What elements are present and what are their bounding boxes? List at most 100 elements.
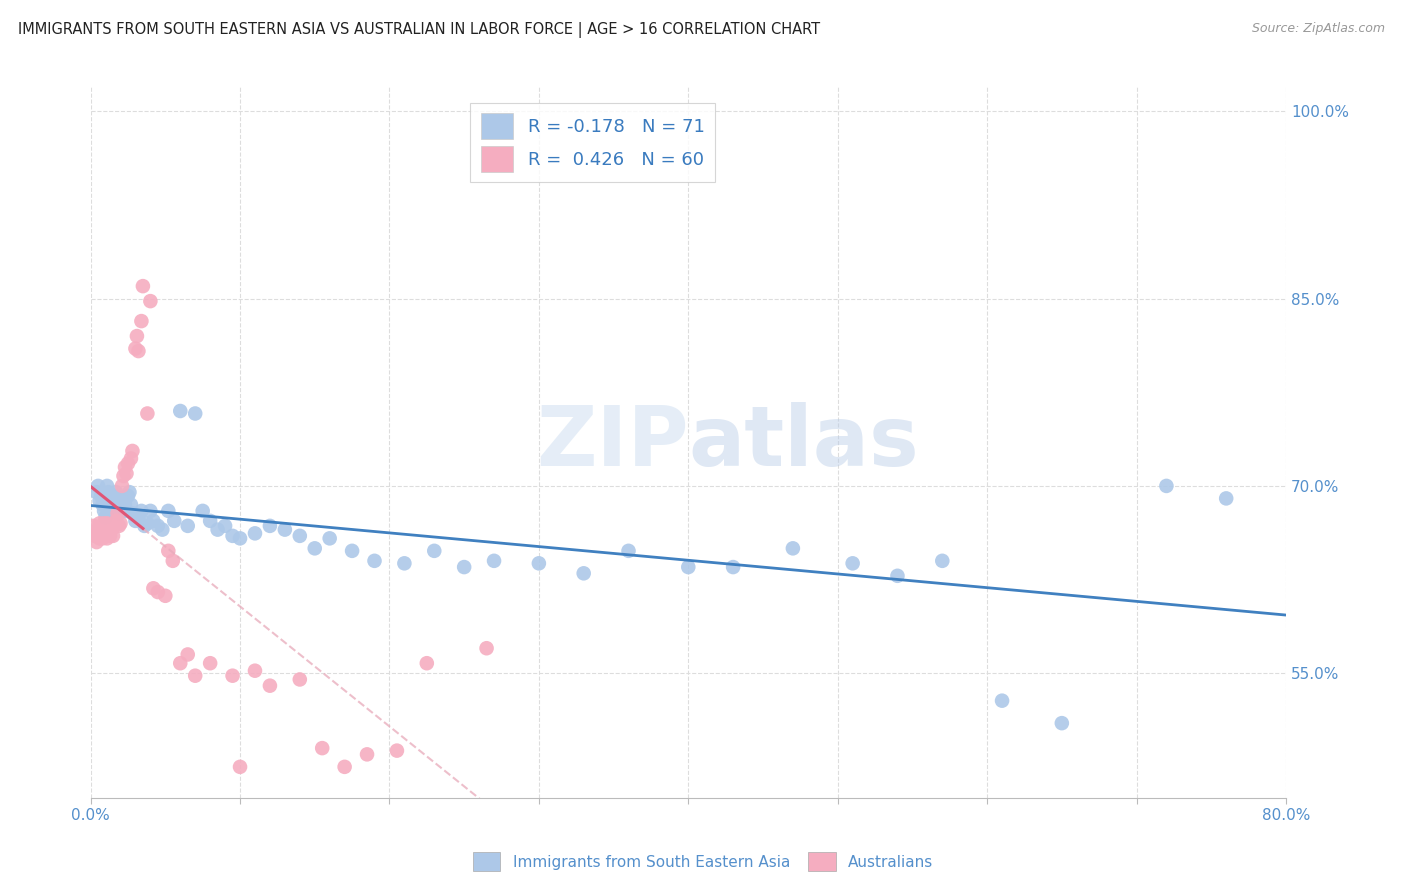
Point xyxy=(416,657,439,671)
Point xyxy=(162,554,184,568)
Point xyxy=(142,514,165,528)
Point xyxy=(87,479,110,493)
Point xyxy=(243,526,266,541)
Point xyxy=(93,504,115,518)
Point xyxy=(617,544,640,558)
Point xyxy=(96,479,118,493)
Point xyxy=(91,532,114,546)
Point xyxy=(169,657,191,671)
Point xyxy=(94,510,117,524)
Text: IMMIGRANTS FROM SOUTH EASTERN ASIA VS AUSTRALIAN IN LABOR FORCE | AGE > 16 CORRE: IMMIGRANTS FROM SOUTH EASTERN ASIA VS AU… xyxy=(18,22,821,38)
Point xyxy=(572,566,595,581)
Point xyxy=(678,560,700,574)
Point xyxy=(191,504,214,518)
Point xyxy=(100,504,122,518)
Point xyxy=(886,569,908,583)
Point xyxy=(150,523,173,537)
Point xyxy=(207,523,229,537)
Point xyxy=(221,669,243,683)
Point xyxy=(132,279,155,293)
Point xyxy=(100,523,122,537)
Point xyxy=(93,516,115,531)
Point xyxy=(198,657,221,671)
Point xyxy=(115,467,138,481)
Point xyxy=(333,760,356,774)
Point xyxy=(127,510,149,524)
Point xyxy=(127,344,149,359)
Point xyxy=(139,504,162,518)
Point xyxy=(112,469,135,483)
Point xyxy=(139,294,162,309)
Point xyxy=(475,641,498,656)
Point xyxy=(87,529,110,543)
Point xyxy=(91,519,114,533)
Point xyxy=(90,523,112,537)
Point xyxy=(86,535,108,549)
Point xyxy=(97,485,120,500)
Point xyxy=(394,557,416,571)
Point xyxy=(214,519,236,533)
Point xyxy=(124,342,146,356)
Point xyxy=(184,407,207,421)
Point xyxy=(931,554,953,568)
Legend: Immigrants from South Eastern Asia, Australians: Immigrants from South Eastern Asia, Aust… xyxy=(467,847,939,877)
Point xyxy=(90,489,112,503)
Point xyxy=(98,498,121,512)
Point xyxy=(96,516,118,531)
Point xyxy=(177,519,200,533)
Point xyxy=(94,519,117,533)
Point xyxy=(288,529,311,543)
Point xyxy=(103,489,125,503)
Point xyxy=(111,479,134,493)
Point xyxy=(117,489,139,503)
Point xyxy=(198,514,221,528)
Point xyxy=(108,507,131,521)
Text: ZIP: ZIP xyxy=(536,401,689,483)
Point xyxy=(453,560,475,574)
Point xyxy=(120,498,142,512)
Point xyxy=(131,314,153,328)
Point xyxy=(163,514,186,528)
Point xyxy=(721,560,744,574)
Point xyxy=(363,554,385,568)
Point xyxy=(155,589,177,603)
Point xyxy=(1215,491,1237,506)
Point xyxy=(131,504,153,518)
Point xyxy=(991,694,1014,708)
Point xyxy=(288,673,311,687)
Point xyxy=(107,498,129,512)
Point xyxy=(1156,479,1178,493)
Point xyxy=(121,444,143,458)
Point xyxy=(782,541,804,556)
Point xyxy=(259,679,281,693)
Point xyxy=(94,526,117,541)
Text: atlas: atlas xyxy=(689,401,920,483)
Point xyxy=(169,404,191,418)
Point xyxy=(221,529,243,543)
Point xyxy=(423,544,446,558)
Point xyxy=(87,523,110,537)
Point xyxy=(117,457,139,471)
Point xyxy=(107,507,129,521)
Point xyxy=(125,329,148,343)
Text: Source: ZipAtlas.com: Source: ZipAtlas.com xyxy=(1251,22,1385,36)
Point xyxy=(229,760,252,774)
Point xyxy=(356,747,378,762)
Point xyxy=(94,491,117,506)
Point xyxy=(98,529,121,543)
Point xyxy=(311,741,333,756)
Point xyxy=(96,532,118,546)
Point xyxy=(91,498,114,512)
Point xyxy=(101,529,124,543)
Point xyxy=(184,669,207,683)
Point xyxy=(146,585,169,599)
Point xyxy=(177,648,200,662)
Point xyxy=(89,532,111,546)
Point xyxy=(97,523,120,537)
Point xyxy=(121,507,143,521)
Point xyxy=(304,541,326,556)
Point xyxy=(243,664,266,678)
Point xyxy=(124,514,146,528)
Point xyxy=(318,532,340,546)
Point xyxy=(136,516,159,531)
